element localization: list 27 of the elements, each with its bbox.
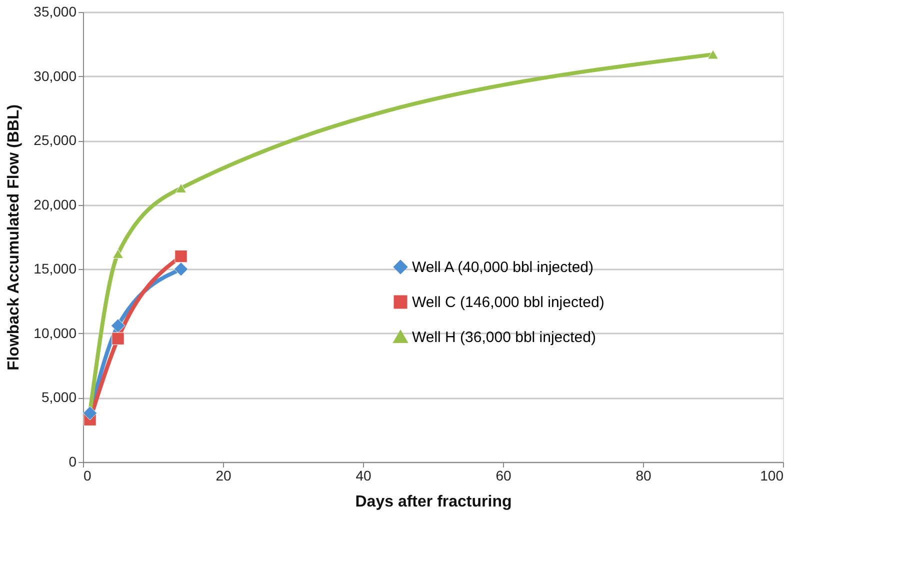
- point: [82, 406, 98, 420]
- x-tick-label: 0: [84, 468, 92, 484]
- legend-label: Well C (146,000 bbl injected): [412, 294, 604, 311]
- point: [112, 248, 124, 259]
- point: [112, 332, 124, 345]
- point: [174, 262, 188, 276]
- legend-label: Well H (36,000 bbl injected): [412, 329, 596, 346]
- point: [708, 50, 718, 60]
- y-tick-label: 0: [68, 454, 77, 470]
- point: [176, 183, 186, 193]
- y-tick-label: 25,000: [34, 132, 77, 148]
- legend-label: Well A (40,000 bbl injected): [412, 259, 594, 276]
- x-tick-label: 20: [216, 468, 232, 484]
- y-axis-title: Flowback Accumulated Flow (BBL): [6, 104, 23, 371]
- point: [174, 250, 188, 263]
- point: [110, 318, 126, 333]
- y-tick-label: 15,000: [34, 260, 77, 277]
- x-tick-label: 80: [636, 468, 652, 484]
- y-tick-label: 30,000: [34, 68, 77, 84]
- x-tick-label: 100: [760, 468, 784, 484]
- x-tick-label: 60: [496, 468, 512, 484]
- y-tick-label: 20,000: [34, 196, 77, 212]
- x-tick-label: 40: [356, 468, 372, 484]
- x-axis-title: Days after fracturing: [355, 494, 512, 510]
- y-tick-label: 10,000: [34, 324, 77, 341]
- y-tick-label: 5,000: [41, 389, 77, 406]
- y-tick-label: 35,000: [34, 4, 77, 20]
